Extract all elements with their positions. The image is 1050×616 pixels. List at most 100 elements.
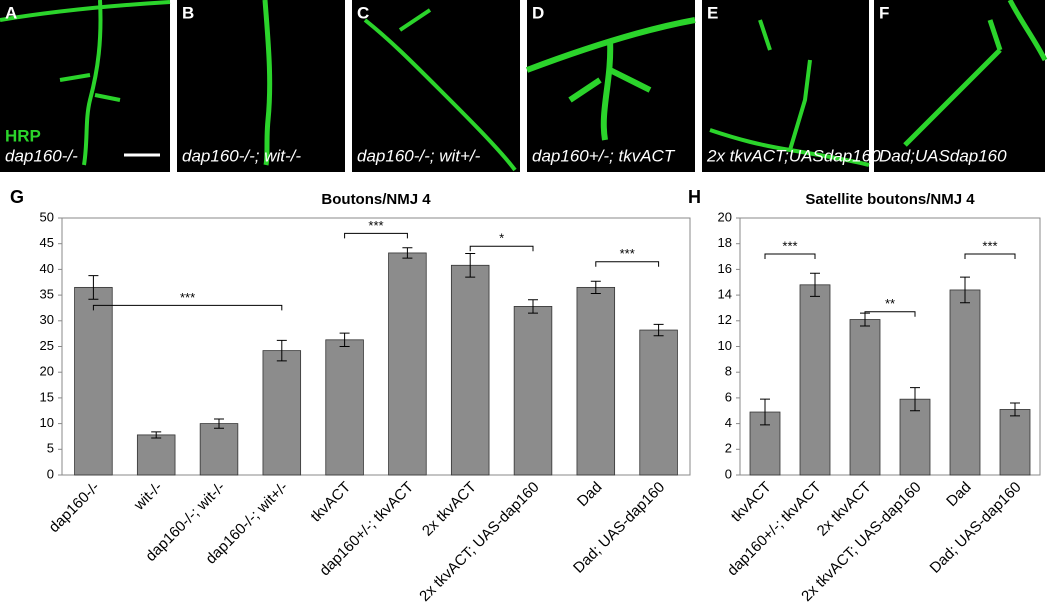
panel-letter: B <box>182 3 194 22</box>
y-tick-label: 10 <box>40 415 54 430</box>
y-tick-label: 25 <box>40 338 54 353</box>
x-tick-label: wit-/- <box>130 479 166 515</box>
y-tick-label: 0 <box>725 466 732 481</box>
x-tick-label: 2x tkvACT; UAS-dap160 <box>416 479 542 605</box>
significance-label: *** <box>368 218 383 233</box>
y-tick-label: 2 <box>725 441 732 456</box>
y-tick-label: 20 <box>40 364 54 379</box>
error-bar <box>465 252 476 278</box>
panel-image <box>177 0 345 172</box>
panel-caption: 2x tkvACT;UASdap160 <box>706 146 881 165</box>
y-tick-label: 0 <box>47 466 54 481</box>
significance-label: * <box>499 231 504 246</box>
significance-bracket <box>864 311 916 317</box>
significance-bracket <box>595 261 660 267</box>
bar <box>999 409 1031 476</box>
error-bar <box>528 299 538 314</box>
significance-bracket <box>92 304 283 311</box>
bar <box>199 423 239 476</box>
error-bar <box>910 387 920 412</box>
error-bar <box>1010 402 1020 417</box>
x-tick-label: tkvACT <box>307 479 354 526</box>
stain-label: HRP <box>5 126 41 145</box>
y-tick-label: 15 <box>40 389 54 404</box>
panel-image <box>874 0 1045 172</box>
significance-label: *** <box>782 238 797 253</box>
x-tick-label: Dad <box>574 479 605 510</box>
x-tick-label: 2x tkvACT <box>419 479 480 540</box>
bar <box>799 284 831 476</box>
neuron <box>363 8 517 172</box>
y-tick-label: 4 <box>725 415 732 430</box>
panel-caption: dap160-/-; wit+/- <box>357 146 481 165</box>
plot-frame <box>739 217 1041 476</box>
y-tick-label: 10 <box>718 338 732 353</box>
bar <box>899 398 931 476</box>
y-tick-label: 20 <box>718 209 732 224</box>
panel-letter: C <box>357 3 369 22</box>
y-tick-label: 45 <box>40 235 54 250</box>
error-bar <box>653 323 664 337</box>
error-bar <box>402 247 413 259</box>
panel-letter: E <box>707 3 718 22</box>
bar <box>849 319 881 476</box>
error-bar <box>276 339 287 362</box>
y-tick-label: 16 <box>718 261 732 276</box>
error-bar <box>590 280 601 295</box>
panel-letter: D <box>532 3 544 22</box>
y-tick-label: 18 <box>718 235 732 250</box>
x-tick-label: dap160+/-; tkvACT <box>724 479 825 580</box>
panel-caption: dap160-/- <box>5 146 78 165</box>
panel-caption: dap160-/-; wit-/- <box>182 146 301 165</box>
chart-title: Boutons/NMJ 4 <box>321 191 431 208</box>
panel-letter: F <box>879 3 889 22</box>
error-bar <box>760 398 770 426</box>
bar <box>388 252 427 476</box>
significance-label: *** <box>620 246 635 261</box>
y-tick-label: 6 <box>725 389 732 404</box>
neuron <box>525 17 696 141</box>
y-tick-label: 5 <box>47 441 54 456</box>
x-tick-label: dap160-/- <box>46 479 103 536</box>
y-tick-label: 50 <box>40 209 54 224</box>
y-tick-label: 30 <box>40 312 54 327</box>
significance-bracket <box>344 232 408 239</box>
y-tick-label: 40 <box>40 261 54 276</box>
bar <box>262 350 302 476</box>
neuron <box>903 0 1048 147</box>
significance-label: *** <box>982 238 997 253</box>
significance-bracket <box>964 253 1016 259</box>
bar <box>74 286 113 476</box>
error-bar <box>151 431 162 439</box>
panel-letter: A <box>5 3 17 22</box>
bar <box>576 286 616 476</box>
bar <box>949 289 981 476</box>
bar <box>450 264 490 476</box>
y-tick-label: 14 <box>718 287 732 302</box>
bar <box>639 329 678 476</box>
neuron <box>0 0 171 166</box>
image-panels <box>0 0 1048 172</box>
panel-letter: G <box>10 187 24 207</box>
chart-title: Satellite boutons/NMJ 4 <box>805 191 975 208</box>
neuron <box>709 19 870 167</box>
panel-caption: dap160+/-; tkvACT <box>532 146 676 165</box>
error-bar <box>214 418 224 429</box>
panel-letter: H <box>688 187 701 207</box>
significance-label: ** <box>885 296 895 311</box>
x-tick-label: Dad <box>943 479 974 510</box>
error-bar <box>339 332 350 347</box>
significance-bracket <box>764 253 816 259</box>
y-tick-label: 12 <box>718 312 732 327</box>
x-tick-label: Dad; UAS-dap160 <box>927 479 1025 577</box>
significance-label: *** <box>180 290 195 305</box>
neuron <box>262 0 273 166</box>
error-bar <box>88 275 99 300</box>
y-tick-label: 8 <box>725 364 732 379</box>
x-tick-label: tkvACT <box>728 479 775 526</box>
panel-caption: Dad;UASdap160 <box>879 146 1007 165</box>
significance-bracket <box>469 245 534 252</box>
panel-image <box>702 0 869 172</box>
error-bar <box>960 276 970 304</box>
